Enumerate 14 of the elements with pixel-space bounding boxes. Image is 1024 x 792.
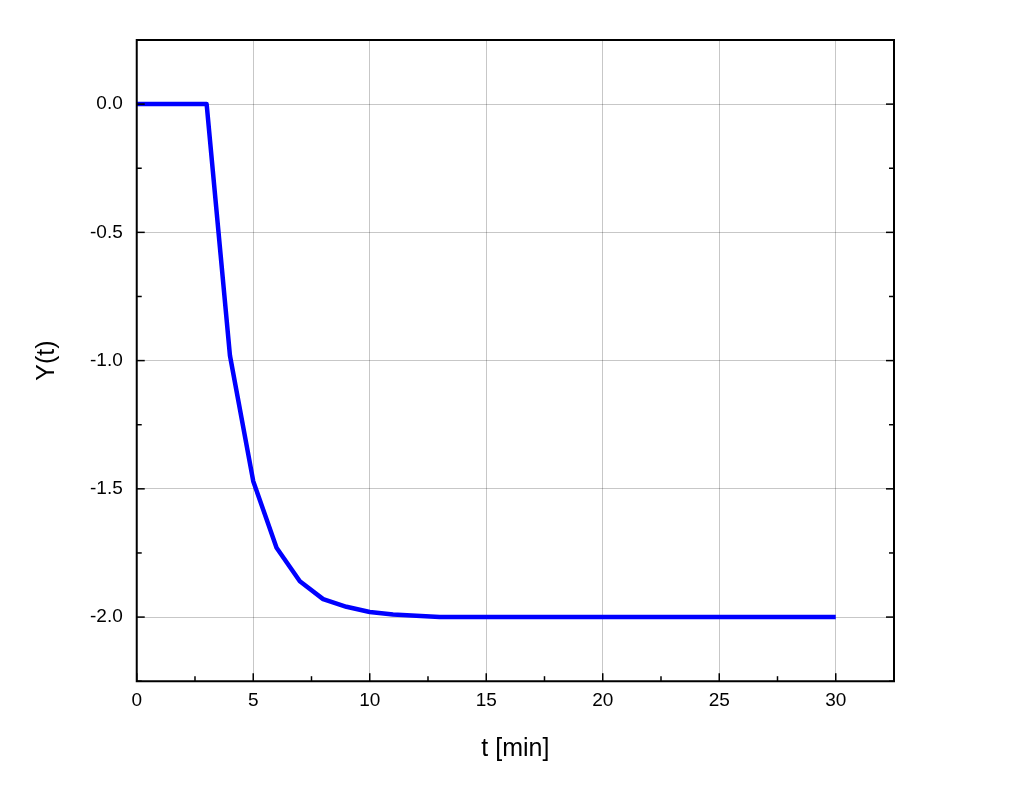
x-axis-title: t [min] (481, 732, 550, 761)
y-tick-label: -2.0 (89, 605, 123, 627)
x-tick-label: 10 (359, 688, 381, 710)
x-tick-label: 0 (131, 688, 143, 710)
y-tick-label: -1.0 (89, 348, 123, 370)
x-tick-label: 15 (475, 688, 497, 710)
x-tick-label: 5 (247, 688, 259, 710)
y-tick-label: -0.5 (89, 220, 123, 242)
x-tick-label: 25 (708, 688, 730, 710)
y-tick-label: 0.0 (96, 92, 123, 114)
x-tick-label: 30 (825, 688, 847, 710)
y-tick-label: -1.5 (89, 477, 123, 499)
x-tick-label: 20 (592, 688, 614, 710)
y-axis-title: Y(t) (30, 340, 59, 381)
